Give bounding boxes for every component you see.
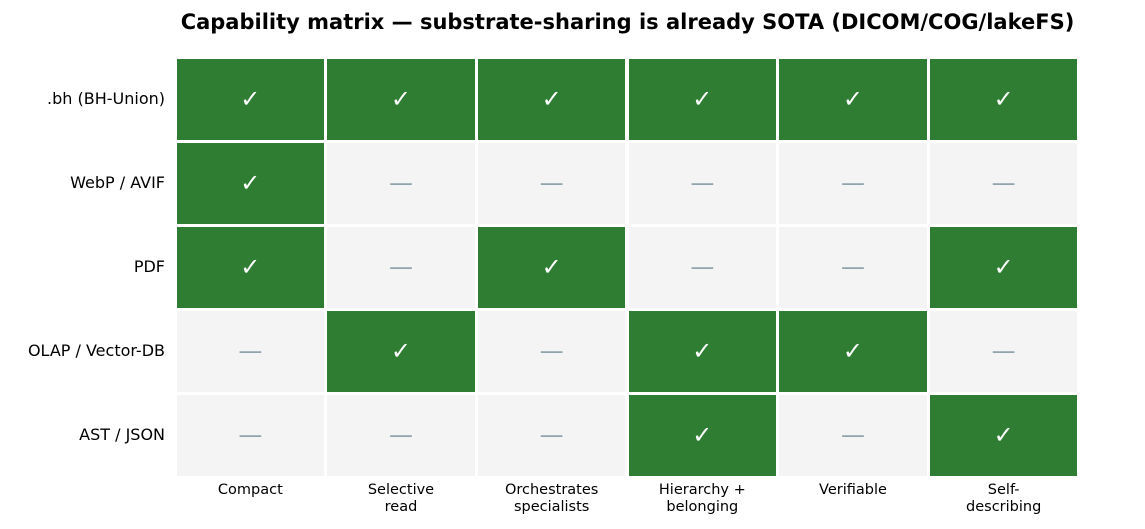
cell-label: ✓: [240, 169, 261, 197]
row-label: PDF: [133, 257, 165, 276]
cell: —: [929, 142, 1078, 224]
cell-label: ✓: [240, 85, 261, 113]
cell: —: [779, 142, 927, 224]
cell-label: ✓: [541, 253, 562, 281]
cell-label: ✓: [541, 85, 562, 113]
cell-label: ✓: [842, 337, 864, 365]
cell: —: [477, 142, 626, 224]
cell: ✓: [929, 226, 1078, 308]
cell-label: —: [690, 169, 715, 197]
cell: —: [327, 142, 475, 224]
cell: ✓: [779, 58, 927, 140]
column-label: Orchestrates specialists: [504, 482, 599, 515]
cell: ✓: [176, 58, 325, 140]
cell: —: [477, 394, 626, 476]
cell-label: ✓: [993, 421, 1014, 449]
cell: ✓: [477, 226, 626, 308]
cell: —: [176, 310, 325, 392]
cell-label: ✓: [692, 337, 713, 365]
column-label: Selective read: [367, 482, 435, 515]
cell: —: [327, 394, 475, 476]
cell-label: —: [991, 169, 1016, 197]
cell-label: ✓: [390, 337, 412, 365]
cell-label: —: [539, 421, 564, 449]
row-label: WebP / AVIF: [70, 173, 165, 192]
cell: ✓: [327, 310, 475, 392]
column-label: Self- describing: [966, 482, 1042, 515]
chart-title: Capability matrix — substrate-sharing is…: [180, 10, 1075, 34]
cell-label: —: [539, 169, 564, 197]
cell-label: —: [991, 337, 1016, 365]
cell-label: —: [690, 253, 715, 281]
column-label: Hierarchy + belonging: [658, 482, 746, 515]
cell-label: —: [539, 337, 564, 365]
cell-label: —: [388, 253, 413, 281]
cell-label: —: [388, 421, 413, 449]
cell-label: ✓: [390, 85, 412, 113]
cell-label: —: [388, 169, 413, 197]
cell-label: ✓: [993, 85, 1014, 113]
cell-label: —: [238, 337, 263, 365]
cell: ✓: [176, 226, 325, 308]
cell-label: —: [840, 253, 865, 281]
cell-label: —: [238, 421, 263, 449]
cell: —: [176, 394, 325, 476]
cell: ✓: [929, 394, 1078, 476]
cell-label: —: [840, 169, 865, 197]
cell: —: [477, 310, 626, 392]
cell-label: ✓: [993, 253, 1014, 281]
row-label: OLAP / Vector-DB: [27, 341, 165, 360]
cell: ✓: [176, 142, 325, 224]
column-label: Compact: [217, 482, 283, 498]
row-label: AST / JSON: [79, 425, 165, 444]
row-label: .bh (BH-Union): [47, 89, 165, 108]
cell: ✓: [327, 58, 475, 140]
cell-label: ✓: [692, 421, 713, 449]
cell: ✓: [779, 310, 927, 392]
column-label: Verifiable: [819, 482, 887, 498]
cell: ✓: [477, 58, 626, 140]
cell: —: [327, 226, 475, 308]
cell: —: [779, 394, 927, 476]
cell: —: [779, 226, 927, 308]
cell-label: ✓: [240, 253, 261, 281]
cell: —: [929, 310, 1078, 392]
cell: —: [628, 226, 777, 308]
cell-label: ✓: [842, 85, 864, 113]
cell: ✓: [628, 310, 777, 392]
cell: ✓: [628, 58, 777, 140]
cell-label: —: [840, 421, 865, 449]
cell: —: [628, 142, 777, 224]
cell: ✓: [628, 394, 777, 476]
cell: ✓: [929, 58, 1078, 140]
cell-label: ✓: [692, 85, 713, 113]
